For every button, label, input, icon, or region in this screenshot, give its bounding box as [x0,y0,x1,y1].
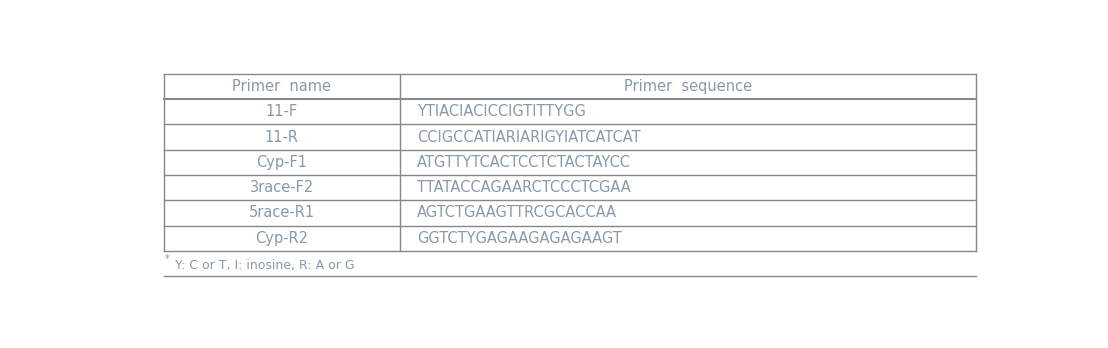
Text: 5race-R1: 5race-R1 [249,205,315,220]
Text: 11-R: 11-R [265,129,299,144]
Text: Cyp-R2: Cyp-R2 [256,231,308,246]
Text: YTIACIACICCIGTITTYGG: YTIACIACICCIGTITTYGG [417,104,586,119]
Text: Cyp-F1: Cyp-F1 [256,155,307,170]
Text: GGTCTYGAGAAGAGAGAAGT: GGTCTYGAGAAGAGAGAAGT [417,231,622,246]
Text: Y: C or T, I: inosine, R: A or G: Y: C or T, I: inosine, R: A or G [175,259,355,272]
Text: ATGTTYTCACTCCTCTACTAYCC: ATGTTYTCACTCCTCTACTAYCC [417,155,630,170]
Text: AGTCTGAAGTTRCGCACCAA: AGTCTGAAGTTRCGCACCAA [417,205,617,220]
Text: *: * [164,254,170,264]
Text: TTATACCAGAARCTCCCTCGAA: TTATACCAGAARCTCCCTCGAA [417,180,630,195]
Text: 11-F: 11-F [266,104,298,119]
Text: 3race-F2: 3race-F2 [249,180,314,195]
Text: Primer  name: Primer name [233,79,331,94]
Text: CCIGCCATIARIARIGYIATCATCAT: CCIGCCATIARIARIGYIATCATCAT [417,129,640,144]
Text: Primer  sequence: Primer sequence [624,79,751,94]
